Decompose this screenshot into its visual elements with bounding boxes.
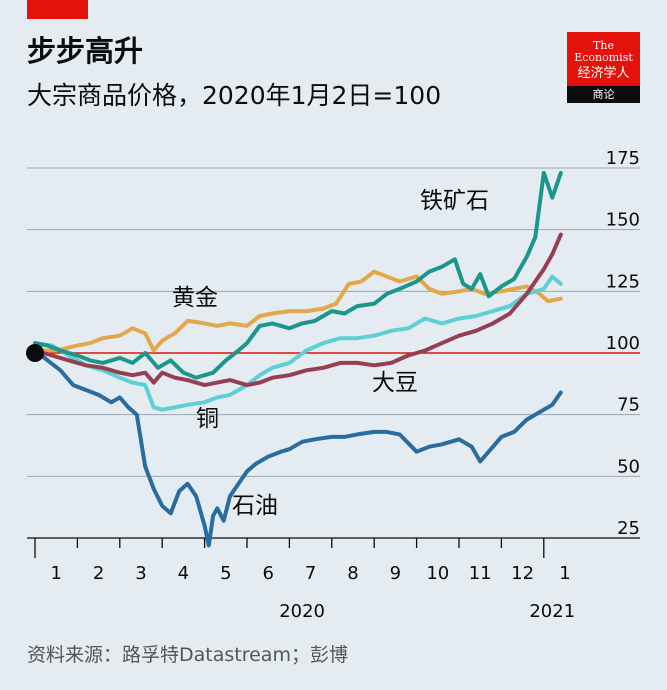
y-tick-label-50: 50 <box>617 456 640 477</box>
series-line-soybeans <box>33 232 563 388</box>
logo-line-1: The <box>593 39 614 52</box>
x-tick-label-3: 4 <box>178 563 189 584</box>
y-tick-label-150: 150 <box>606 210 640 231</box>
x-tick-label-0: 1 <box>50 563 61 584</box>
series-label-iron_ore: 铁矿石 <box>420 188 489 214</box>
x-tick-label-11: 12 <box>511 563 534 584</box>
x-tick-label-7: 8 <box>347 563 358 584</box>
y-tick-label-175: 175 <box>606 148 640 169</box>
logo-line-2: Economist <box>574 51 633 64</box>
series-label-oil: 石油 <box>232 493 278 519</box>
red-top-bar <box>27 0 88 19</box>
y-tick-label-125: 125 <box>606 271 640 292</box>
y-tick-label-25: 25 <box>617 518 640 539</box>
economist-logo: The Economist 经济学人 商论 <box>567 32 640 103</box>
logo-tag: 商论 <box>567 86 640 103</box>
x-tick-label-5: 6 <box>262 563 273 584</box>
x-tick-label-8: 9 <box>390 563 401 584</box>
grid-lines <box>27 167 640 477</box>
series-label-soybeans: 大豆 <box>372 370 418 396</box>
x-tick-label-12: 1 <box>559 563 570 584</box>
y-axis-tick-labels: 25 50 75 100 125 150 175 <box>606 148 640 539</box>
series-label-gold: 黄金 <box>172 285 218 311</box>
series-line-iron_ore <box>33 170 563 380</box>
year-label-2021: 2021 <box>529 601 575 622</box>
chart-subtitle: 大宗商品价格，2020年1月2日=100 <box>27 81 442 110</box>
source-note: 资料来源：路孚特Datastream；彭博 <box>27 644 348 666</box>
series-lines <box>26 170 563 548</box>
x-tick-label-6: 7 <box>305 563 316 584</box>
x-tick-label-9: 10 <box>426 563 449 584</box>
x-tick-label-10: 11 <box>469 563 492 584</box>
series-line-oil <box>33 348 563 548</box>
series-line-gold <box>33 269 563 353</box>
year-label-2020: 2020 <box>279 601 325 622</box>
y-tick-label-100: 100 <box>606 333 640 354</box>
logo-chinese: 经济学人 <box>577 66 630 81</box>
x-tick-label-4: 5 <box>220 563 231 584</box>
series-label-copper: 铜 <box>196 406 219 432</box>
x-tick-label-1: 2 <box>93 563 104 584</box>
x-tick-label-2: 3 <box>135 563 146 584</box>
y-tick-label-75: 75 <box>617 395 640 416</box>
series-line-copper <box>33 274 563 412</box>
start-point-dot <box>26 344 44 362</box>
chart-title: 步步高升 <box>27 34 144 68</box>
